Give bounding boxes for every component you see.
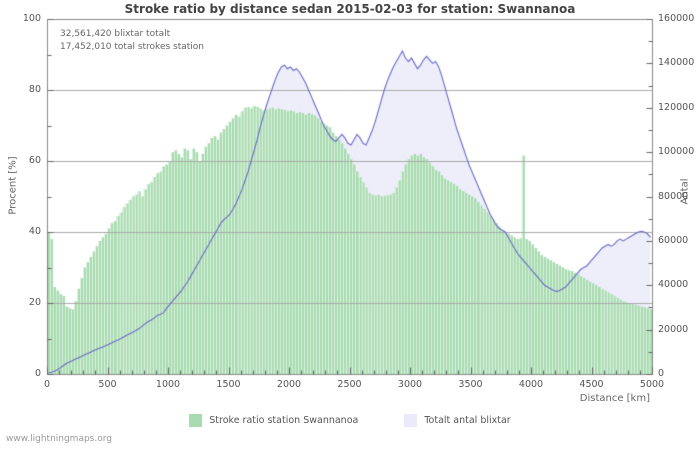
legend-stroke-ratio-label: Stroke ratio station Swannanoa [209, 414, 359, 426]
x-tick-3000: 3000 [397, 379, 423, 390]
x-axis-label: Distance [km] [579, 393, 650, 404]
footer-attribution: www.lightningmaps.org [6, 434, 112, 444]
legend-total-strokes-swatch [404, 413, 418, 427]
legend-stroke-ratio-swatch [189, 413, 203, 427]
annotation-total-strokes: 32,561,420 blixtar totalt [60, 29, 171, 39]
legend-stroke-ratio[interactable]: Stroke ratio station Swannanoa [189, 413, 359, 427]
legend-total-strokes[interactable]: Totalt antal blixtar [404, 413, 511, 427]
x-tick-1000: 1000 [155, 379, 181, 390]
y-tick-right-140000: 140000 [658, 57, 695, 69]
chart-title: Stroke ratio by distance sedan 2015-02-0… [124, 2, 576, 16]
x-tick-3500: 3500 [458, 379, 483, 390]
x-tick-4000: 4000 [518, 379, 544, 390]
x-tick-2000: 2000 [276, 379, 302, 390]
x-tick-0: 0 [43, 379, 51, 390]
y-tick-right-80000: 80000 [658, 190, 689, 202]
y-tick-right-40000: 40000 [658, 279, 689, 291]
x-tick-4500: 4500 [579, 379, 604, 390]
y-tick-right-120000: 120000 [658, 101, 695, 113]
y-tick-left-80: 80 [28, 84, 41, 95]
y-tick-left-100: 100 [22, 13, 41, 24]
x-tick-500: 500 [98, 379, 117, 390]
legend-total-strokes-label: Totalt antal blixtar [424, 414, 511, 426]
y-tick-right-20000: 20000 [658, 323, 689, 335]
y-tick-right-0: 0 [658, 368, 665, 379]
chart-legend: Stroke ratio station Swannanoa Totalt ant… [0, 410, 700, 430]
x-tick-1500: 1500 [216, 379, 241, 390]
y-tick-left-60: 60 [28, 155, 41, 166]
annotation-station-strokes: 17,452,010 total strokes station [60, 42, 205, 52]
y-tick-left-40: 40 [28, 226, 41, 237]
x-tick-5000: 5000 [639, 379, 665, 390]
y-tick-left-0: 0 [34, 368, 41, 379]
y-tick-right-60000: 60000 [658, 234, 689, 246]
y-tick-right-160000: 160000 [658, 13, 695, 24]
y-tick-right-100000: 100000 [658, 146, 695, 158]
x-tick-2500: 2500 [337, 379, 362, 390]
y-tick-left-20: 20 [28, 297, 41, 308]
